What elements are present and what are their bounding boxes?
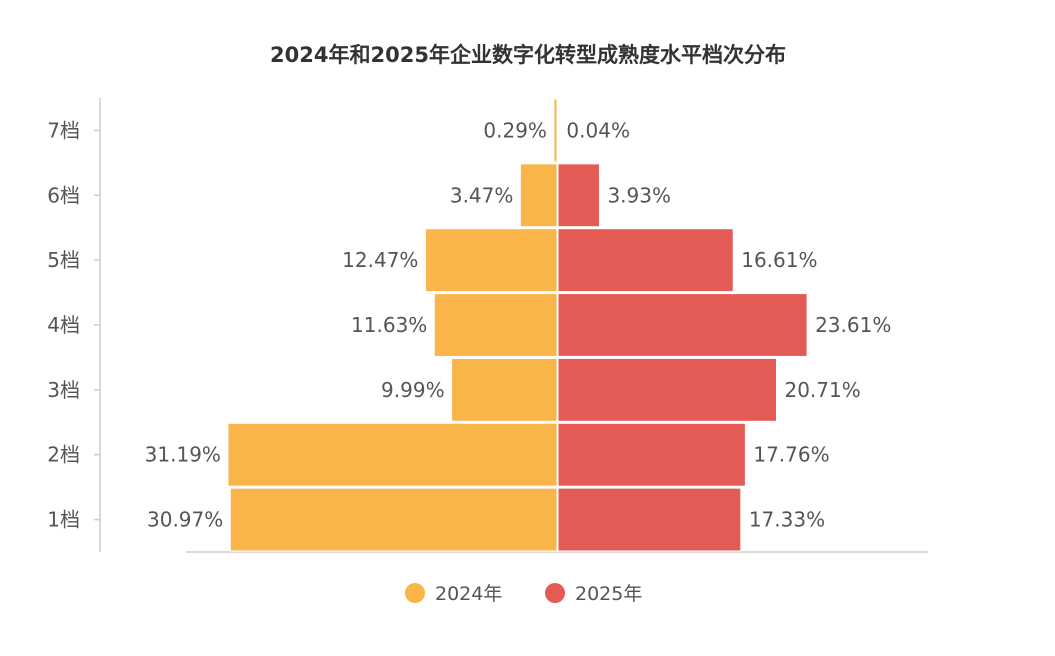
chart-title: 2024年和2025年企业数字化转型成熟度水平档次分布 [270, 43, 786, 67]
value-label-2025: 0.04% [566, 118, 630, 142]
bar-2025 [557, 293, 808, 357]
value-label-2025: 17.33% [749, 508, 825, 532]
value-label-2025: 3.93% [607, 183, 671, 207]
value-label-2024: 9.99% [381, 378, 445, 402]
bar-2024 [229, 487, 558, 552]
category-label: 3档 [47, 378, 80, 402]
value-label-2024: 30.97% [147, 508, 223, 532]
value-label-2025: 23.61% [815, 313, 891, 337]
value-label-2025: 17.76% [753, 443, 829, 467]
category-label: 4档 [47, 313, 80, 337]
bar-2025 [557, 228, 734, 293]
category-label: 2档 [47, 443, 80, 467]
chart-legend[interactable]: 2024年 2025年 [405, 583, 642, 605]
category-label: 5档 [47, 248, 80, 272]
category-label: 6档 [47, 183, 80, 207]
chart-bars [227, 98, 808, 552]
chart-category-labels: 1档 2档 3档 4档 5档 6档 7档 [47, 118, 80, 531]
category-label: 7档 [47, 118, 80, 142]
value-label-2024: 0.29% [483, 118, 547, 142]
bar-2025 [557, 487, 742, 552]
legend-label[interactable]: 2025年 [575, 583, 642, 605]
bar-2024 [451, 357, 558, 422]
bar-2024 [553, 98, 558, 163]
value-label-2024: 12.47% [342, 248, 418, 272]
legend-marker[interactable] [405, 583, 425, 603]
bar-2024 [433, 293, 558, 357]
value-label-2024: 3.47% [450, 183, 514, 207]
bar-2024 [519, 163, 558, 228]
legend-label[interactable]: 2024年 [435, 583, 502, 605]
chart-value-labels: 30.97% 17.33% 31.19% 17.76% 9.99% 20.71% 11.63… [145, 118, 892, 531]
value-label-2024: 31.19% [145, 443, 221, 467]
bar-2025 [557, 422, 746, 487]
legend-marker[interactable] [545, 583, 565, 603]
bar-2024 [424, 228, 558, 293]
bar-2025 [557, 357, 777, 422]
value-label-2024: 11.63% [351, 313, 427, 337]
bar-2025 [557, 163, 600, 228]
category-label: 1档 [47, 508, 80, 532]
value-label-2025: 20.71% [784, 378, 860, 402]
bar-2024 [227, 422, 558, 487]
value-label-2025: 16.61% [741, 248, 817, 272]
